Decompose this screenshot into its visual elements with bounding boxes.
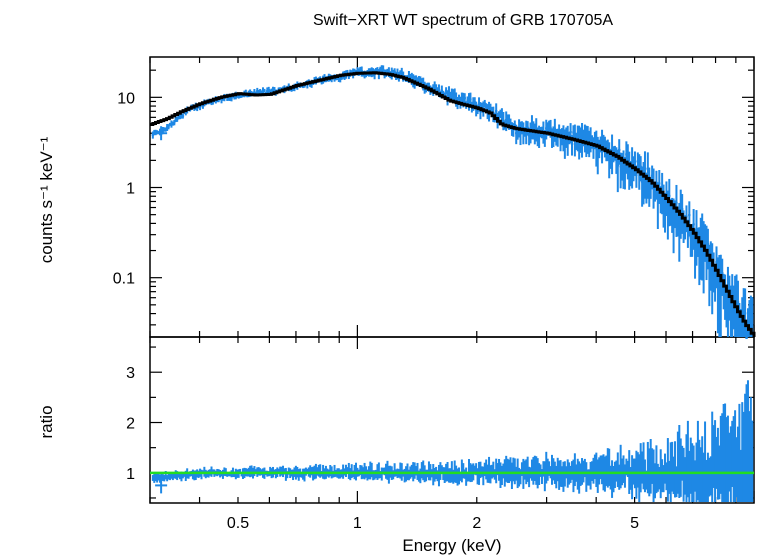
chart-title: Swift−XRT WT spectrum of GRB 170705A [313,12,613,29]
y-tick-label: 3 [126,365,135,382]
spectrum-axes: 10 1 0.1 [113,57,755,337]
spectrum-model [150,71,756,337]
x-tick-label: 1 [353,515,362,532]
spectrum-y-axis-label: counts s⁻¹ keV⁻¹ [37,136,56,263]
y-tick-label: 1 [126,466,135,483]
ratio-data-points [151,380,754,502]
x-tick-label: 0.5 [227,515,249,532]
y-tick-label: 2 [126,416,135,433]
x-axis-label: Energy (keV) [402,536,501,555]
x-tick-label: 5 [630,515,639,532]
ratio-y-axis-label: ratio [37,405,56,438]
y-tick-label: 10 [117,90,135,107]
model-curve [150,71,756,337]
x-tick-label: 2 [472,515,481,532]
ratio-panel-frame [149,336,755,504]
y-tick-label: 0.1 [113,271,135,288]
y-tick-label: 1 [126,181,135,198]
spectrum-data-points [151,65,754,339]
